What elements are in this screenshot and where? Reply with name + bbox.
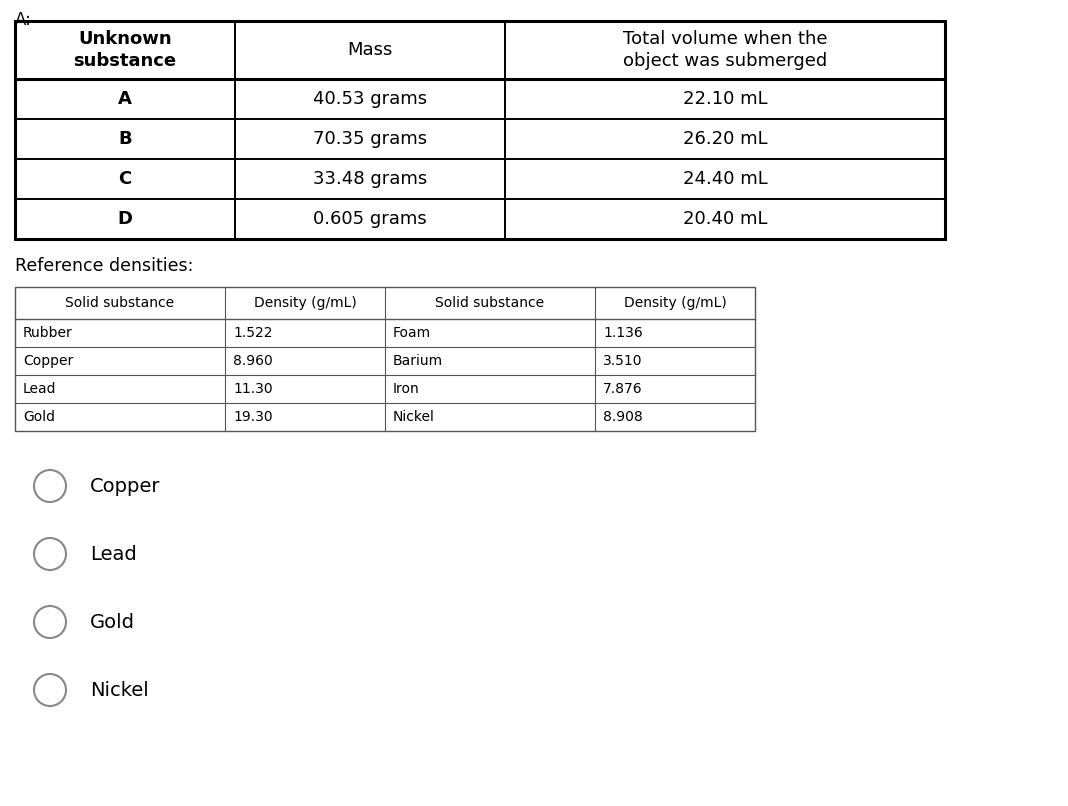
Text: 26.20 mL: 26.20 mL: [682, 130, 767, 148]
Text: Nickel: Nickel: [90, 680, 148, 700]
Text: 20.40 mL: 20.40 mL: [682, 210, 767, 228]
Text: 11.30: 11.30: [233, 382, 272, 396]
Text: Reference densities:: Reference densities:: [15, 257, 193, 275]
Text: C: C: [119, 170, 131, 188]
Text: 24.40 mL: 24.40 mL: [682, 170, 768, 188]
Text: 8.908: 8.908: [603, 410, 643, 424]
Text: Lead: Lead: [23, 382, 57, 396]
Text: Density (g/mL): Density (g/mL): [624, 296, 726, 310]
Text: 0.605 grams: 0.605 grams: [313, 210, 427, 228]
Text: Lead: Lead: [90, 545, 137, 563]
Text: Copper: Copper: [23, 354, 74, 368]
Text: Gold: Gold: [23, 410, 54, 424]
Text: Mass: Mass: [347, 41, 393, 59]
Text: 70.35 grams: 70.35 grams: [313, 130, 427, 148]
Text: D: D: [117, 210, 132, 228]
Text: Gold: Gold: [90, 613, 135, 631]
Text: 1.522: 1.522: [233, 326, 272, 340]
Text: Unknown
substance: Unknown substance: [74, 30, 176, 70]
Text: 8.960: 8.960: [233, 354, 272, 368]
Text: B: B: [119, 130, 131, 148]
Text: 33.48 grams: 33.48 grams: [313, 170, 427, 188]
Text: Total volume when the
object was submerged: Total volume when the object was submerg…: [623, 30, 828, 70]
Text: Rubber: Rubber: [23, 326, 73, 340]
Text: Solid substance: Solid substance: [65, 296, 174, 310]
Bar: [15, 287, 755, 431]
Text: 1.136: 1.136: [603, 326, 643, 340]
Text: Solid substance: Solid substance: [436, 296, 545, 310]
Text: Nickel: Nickel: [393, 410, 435, 424]
Text: Barium: Barium: [393, 354, 443, 368]
Text: 19.30: 19.30: [233, 410, 272, 424]
Text: Density (g/mL): Density (g/mL): [253, 296, 357, 310]
Bar: [15, 21, 945, 239]
Text: 22.10 mL: 22.10 mL: [682, 90, 767, 108]
Text: 40.53 grams: 40.53 grams: [313, 90, 427, 108]
Text: 3.510: 3.510: [603, 354, 643, 368]
Text: Iron: Iron: [393, 382, 420, 396]
Text: A:: A:: [15, 11, 32, 29]
Text: Foam: Foam: [393, 326, 431, 340]
Text: Copper: Copper: [90, 476, 160, 496]
Text: A: A: [119, 90, 132, 108]
Text: 7.876: 7.876: [603, 382, 643, 396]
